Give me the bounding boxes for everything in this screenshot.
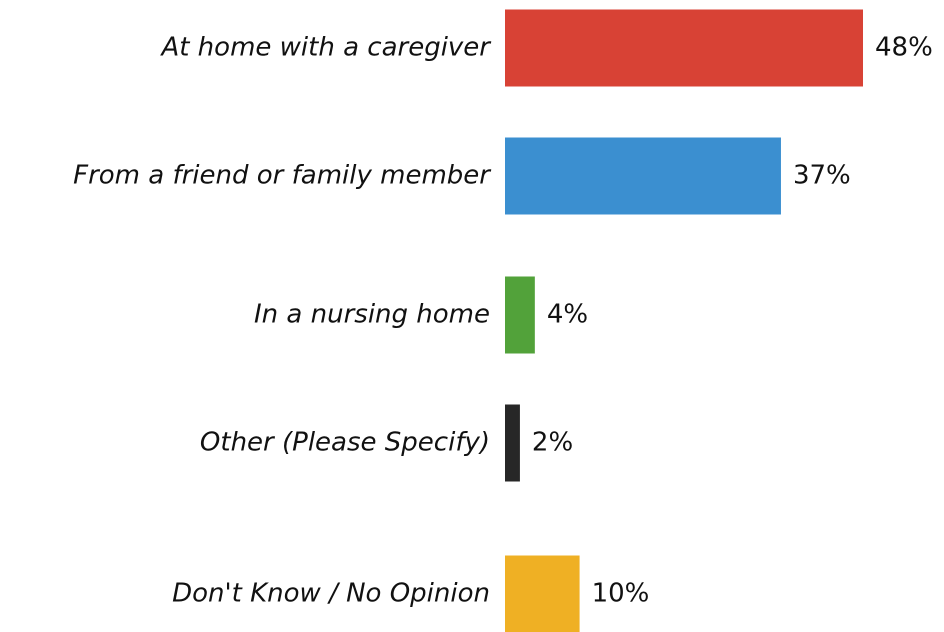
bar — [505, 404, 520, 482]
value-label: 2% — [532, 428, 573, 458]
bar — [505, 276, 535, 354]
value-label: 10% — [592, 579, 650, 609]
bar — [505, 137, 781, 215]
category-label: From a friend or family member — [73, 161, 492, 191]
category-label: Other (Please Specify) — [200, 428, 490, 458]
category-label: In a nursing home — [254, 300, 490, 330]
category-label: Don't Know / No Opinion — [172, 579, 490, 609]
value-label: 4% — [547, 300, 588, 330]
category-label: At home with a caregiver — [159, 33, 492, 63]
bar — [505, 9, 863, 87]
value-label: 37% — [793, 161, 851, 191]
bar — [505, 555, 580, 632]
value-label: 48% — [875, 33, 933, 63]
